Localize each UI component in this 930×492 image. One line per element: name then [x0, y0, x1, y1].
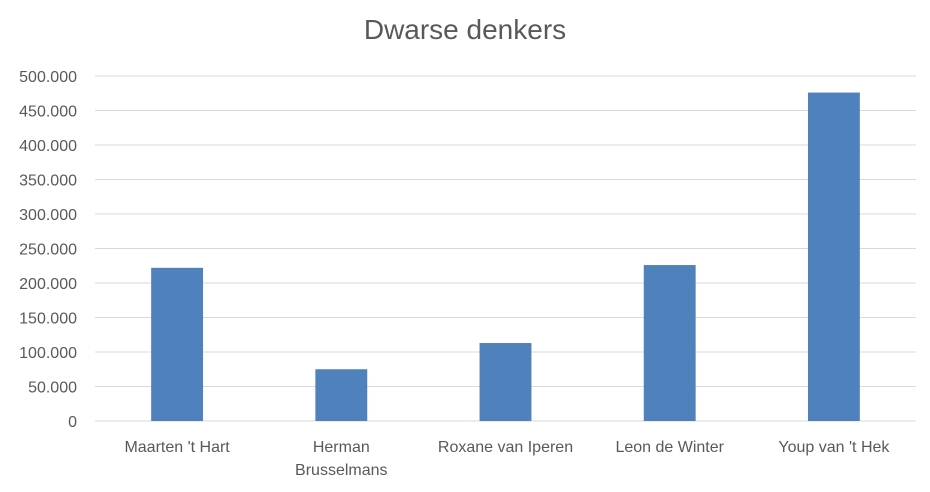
- x-tick-label: Brusselmans: [295, 462, 387, 479]
- x-tick-label: Maarten 't Hart: [124, 439, 230, 456]
- bar: [315, 369, 368, 421]
- bar: [479, 343, 532, 421]
- y-tick-label: 50.000: [28, 380, 77, 397]
- bar: [807, 92, 860, 421]
- chart-title: Dwarse denkers: [363, 14, 567, 45]
- y-tick-label: 400.000: [19, 138, 77, 155]
- y-tick-label: 250.000: [19, 242, 77, 259]
- y-tick-label: 300.000: [19, 207, 77, 224]
- y-tick-label: 450.000: [19, 104, 77, 121]
- y-tick-label: 100.000: [19, 345, 77, 362]
- y-tick-label: 0: [68, 414, 77, 431]
- x-tick-label: Youp van 't Hek: [778, 439, 890, 456]
- x-tick-label: Leon de Winter: [615, 439, 724, 456]
- x-tick-label: Herman: [313, 439, 370, 456]
- y-tick-label: 350.000: [19, 173, 77, 190]
- bar: [151, 267, 204, 421]
- bar: [643, 265, 696, 421]
- y-tick-label: 500.000: [19, 69, 77, 86]
- y-tick-label: 200.000: [19, 276, 77, 293]
- x-tick-label: Roxane van Iperen: [438, 439, 573, 456]
- y-tick-label: 150.000: [19, 311, 77, 328]
